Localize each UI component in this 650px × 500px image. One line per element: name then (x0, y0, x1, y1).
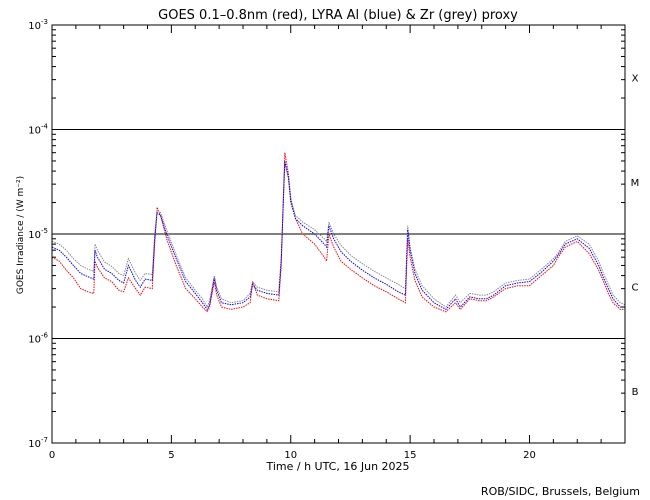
y-tick-base: 10 (28, 230, 41, 241)
flare-class-c: C (632, 282, 639, 293)
y-tick-exponent: -3 (41, 18, 48, 26)
flare-threshold-lines (52, 129, 625, 339)
y-tick-exponent: -7 (41, 436, 48, 444)
flare-class-b: B (632, 387, 639, 398)
x-tick-label: 10 (284, 450, 297, 461)
y-tick-exponent: -4 (41, 123, 49, 131)
x-tick-label: 20 (523, 450, 536, 461)
x-tick-label: 5 (168, 450, 174, 461)
x-axis-ticks: 0 5 10 15 20 (49, 25, 626, 461)
y-tick-base: 10 (28, 439, 41, 450)
chart-title: GOES 0.1–0.8nm (red), LYRA Al (blue) & Z… (158, 8, 518, 23)
flare-class-labels: X M C B (631, 73, 640, 398)
y-tick-exponent: -6 (41, 332, 49, 340)
x-axis-label: Time / h UTC, 16 Jun 2025 (265, 460, 409, 473)
flare-class-m: M (631, 178, 640, 189)
y-tick-base: 10 (28, 21, 41, 32)
series-line-2 (51, 162, 626, 309)
y-tick-label: 10-6 (28, 332, 48, 346)
y-tick-exponent: -5 (41, 227, 48, 235)
y-tick-label: 10-5 (28, 227, 48, 241)
x-tick-label: 15 (404, 450, 417, 461)
series-line-1 (51, 160, 625, 311)
y-tick-label: 10-3 (28, 18, 48, 32)
y-axis-label: GOES Irradiance / (W m⁻²) (16, 176, 26, 294)
credit-text: ROB/SIDC, Brussels, Belgium (481, 485, 640, 498)
y-tick-label: 10-7 (28, 436, 48, 450)
y-tick-base: 10 (28, 335, 41, 346)
series-layer (51, 152, 626, 313)
y-tick-label: 10-4 (28, 123, 48, 137)
flare-class-x: X (632, 73, 639, 84)
y-axis-ticks: 10-710-610-510-410-3 (28, 18, 625, 450)
x-tick-label: 0 (49, 450, 55, 461)
series-line-0 (51, 152, 625, 313)
y-tick-base: 10 (28, 126, 41, 137)
